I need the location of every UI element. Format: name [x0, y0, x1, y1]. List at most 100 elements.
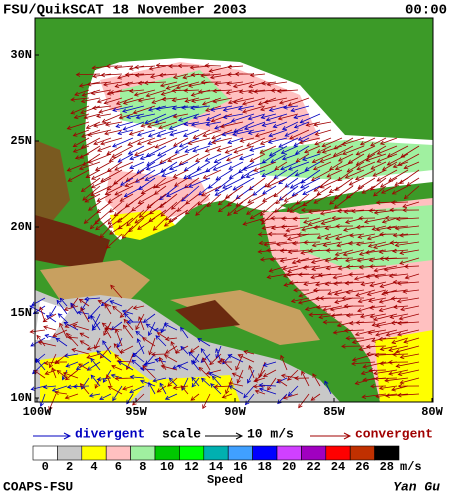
wind-arrow	[387, 153, 409, 166]
wind-arrow-head	[392, 279, 398, 285]
wind-arrow-head	[261, 225, 267, 231]
wind-arrow	[304, 145, 321, 153]
wind-arrow	[308, 217, 332, 226]
wind-arrow	[325, 233, 343, 240]
wind-arrow	[58, 313, 68, 323]
wind-arrow-head	[123, 312, 129, 318]
wind-arrow-head	[397, 320, 402, 326]
wind-arrow	[369, 305, 387, 309]
lon-label: 80W	[421, 405, 443, 419]
wind-arrow	[159, 383, 167, 395]
wind-arrow-head	[319, 184, 325, 189]
wind-arrow	[141, 185, 156, 194]
wind-arrow-head	[355, 241, 361, 247]
wind-arrow	[65, 361, 79, 367]
wind-arrow-head	[119, 313, 125, 318]
wind-arrow-head	[187, 140, 193, 146]
wind-arrow	[402, 201, 420, 208]
wind-arrow	[351, 361, 376, 365]
wind-arrow	[208, 177, 222, 189]
wind-arrow-head	[302, 156, 307, 161]
wind-arrow-head	[113, 343, 119, 348]
wind-arrow-head	[96, 350, 101, 355]
wind-arrow-head	[379, 183, 385, 188]
wind-arrow	[395, 241, 420, 246]
wind-arrow-head	[283, 105, 288, 110]
wind-arrow-head	[205, 370, 211, 375]
wind-arrow-head	[321, 143, 327, 148]
wind-arrow-head	[268, 132, 274, 138]
wind-arrow-head	[297, 136, 303, 141]
wind-arrow	[334, 185, 354, 199]
wind-arrow	[34, 353, 46, 363]
legend-scale-value: 10 m/s	[247, 426, 294, 441]
wind-arrow-head	[200, 358, 206, 363]
wind-arrow-head	[230, 118, 236, 123]
wind-arrow	[119, 113, 134, 119]
wind-arrow	[111, 321, 123, 331]
wind-arrow-head	[136, 338, 141, 343]
wind-arrow	[356, 225, 376, 228]
wind-arrow-head	[231, 372, 237, 377]
wind-arrow	[350, 233, 365, 237]
wind-arrow-head	[314, 296, 320, 301]
wind-arrow	[229, 169, 244, 179]
wind-arrow-head	[225, 157, 231, 162]
wind-arrow-head	[310, 259, 316, 265]
wind-arrow-head	[280, 224, 286, 230]
wind-arrow-head	[286, 207, 292, 212]
wind-arrow	[392, 249, 409, 252]
wind-arrow-head	[192, 134, 198, 139]
wind-arrow	[310, 393, 321, 401]
wind-arrow-head	[266, 183, 272, 188]
lat-label: 25N	[10, 134, 32, 148]
wind-arrow	[288, 97, 310, 106]
wind-arrow-head	[347, 241, 353, 246]
wind-arrow-head	[139, 379, 145, 384]
wind-arrow-head	[379, 361, 384, 366]
wind-arrow-head	[345, 289, 351, 295]
wind-arrow-head	[360, 281, 366, 287]
wind-arrow-head	[35, 358, 40, 364]
wind-arrow-head	[90, 314, 95, 320]
wind-arrow	[261, 169, 277, 177]
wind-arrow	[164, 354, 178, 363]
wind-arrow-head	[310, 274, 315, 280]
wind-arrow-head	[357, 298, 363, 304]
wind-arrow-head	[399, 179, 404, 184]
wind-arrow	[153, 177, 167, 189]
wind-arrow	[160, 161, 178, 173]
wind-arrow-head	[90, 374, 96, 380]
wind-arrow	[148, 337, 156, 355]
wind-arrow	[192, 145, 211, 152]
wind-arrow-head	[335, 223, 340, 229]
wind-arrow-head	[258, 373, 263, 379]
wind-arrow-head	[55, 337, 61, 343]
wind-arrow	[180, 327, 189, 339]
wind-arrow	[244, 350, 255, 355]
wind-arrow	[171, 193, 189, 210]
wind-arrow	[235, 193, 255, 207]
wind-arrow	[374, 209, 398, 214]
wind-arrow	[108, 217, 123, 228]
wind-arrow-head	[311, 158, 317, 164]
wind-arrow	[114, 354, 123, 363]
wind-arrow-head	[402, 289, 408, 294]
wind-arrow-head	[370, 165, 376, 170]
wind-arrow	[146, 145, 167, 157]
wind-arrow-head	[129, 389, 134, 394]
wind-arrow-head	[289, 135, 294, 140]
wind-arrow	[129, 89, 145, 92]
wind-arrow-head	[344, 174, 350, 179]
wind-arrow	[287, 201, 299, 212]
wind-arrow-head	[381, 291, 386, 296]
wind-arrow-head	[234, 71, 240, 77]
wind-arrow	[356, 145, 376, 156]
wind-arrow	[114, 201, 134, 217]
wind-arrow-head	[159, 382, 164, 388]
wind-arrow	[214, 121, 233, 129]
wind-arrow-head	[348, 272, 353, 277]
wind-arrow	[99, 225, 112, 238]
wind-arrow-head	[158, 72, 164, 78]
wind-arrow-head	[127, 141, 133, 146]
